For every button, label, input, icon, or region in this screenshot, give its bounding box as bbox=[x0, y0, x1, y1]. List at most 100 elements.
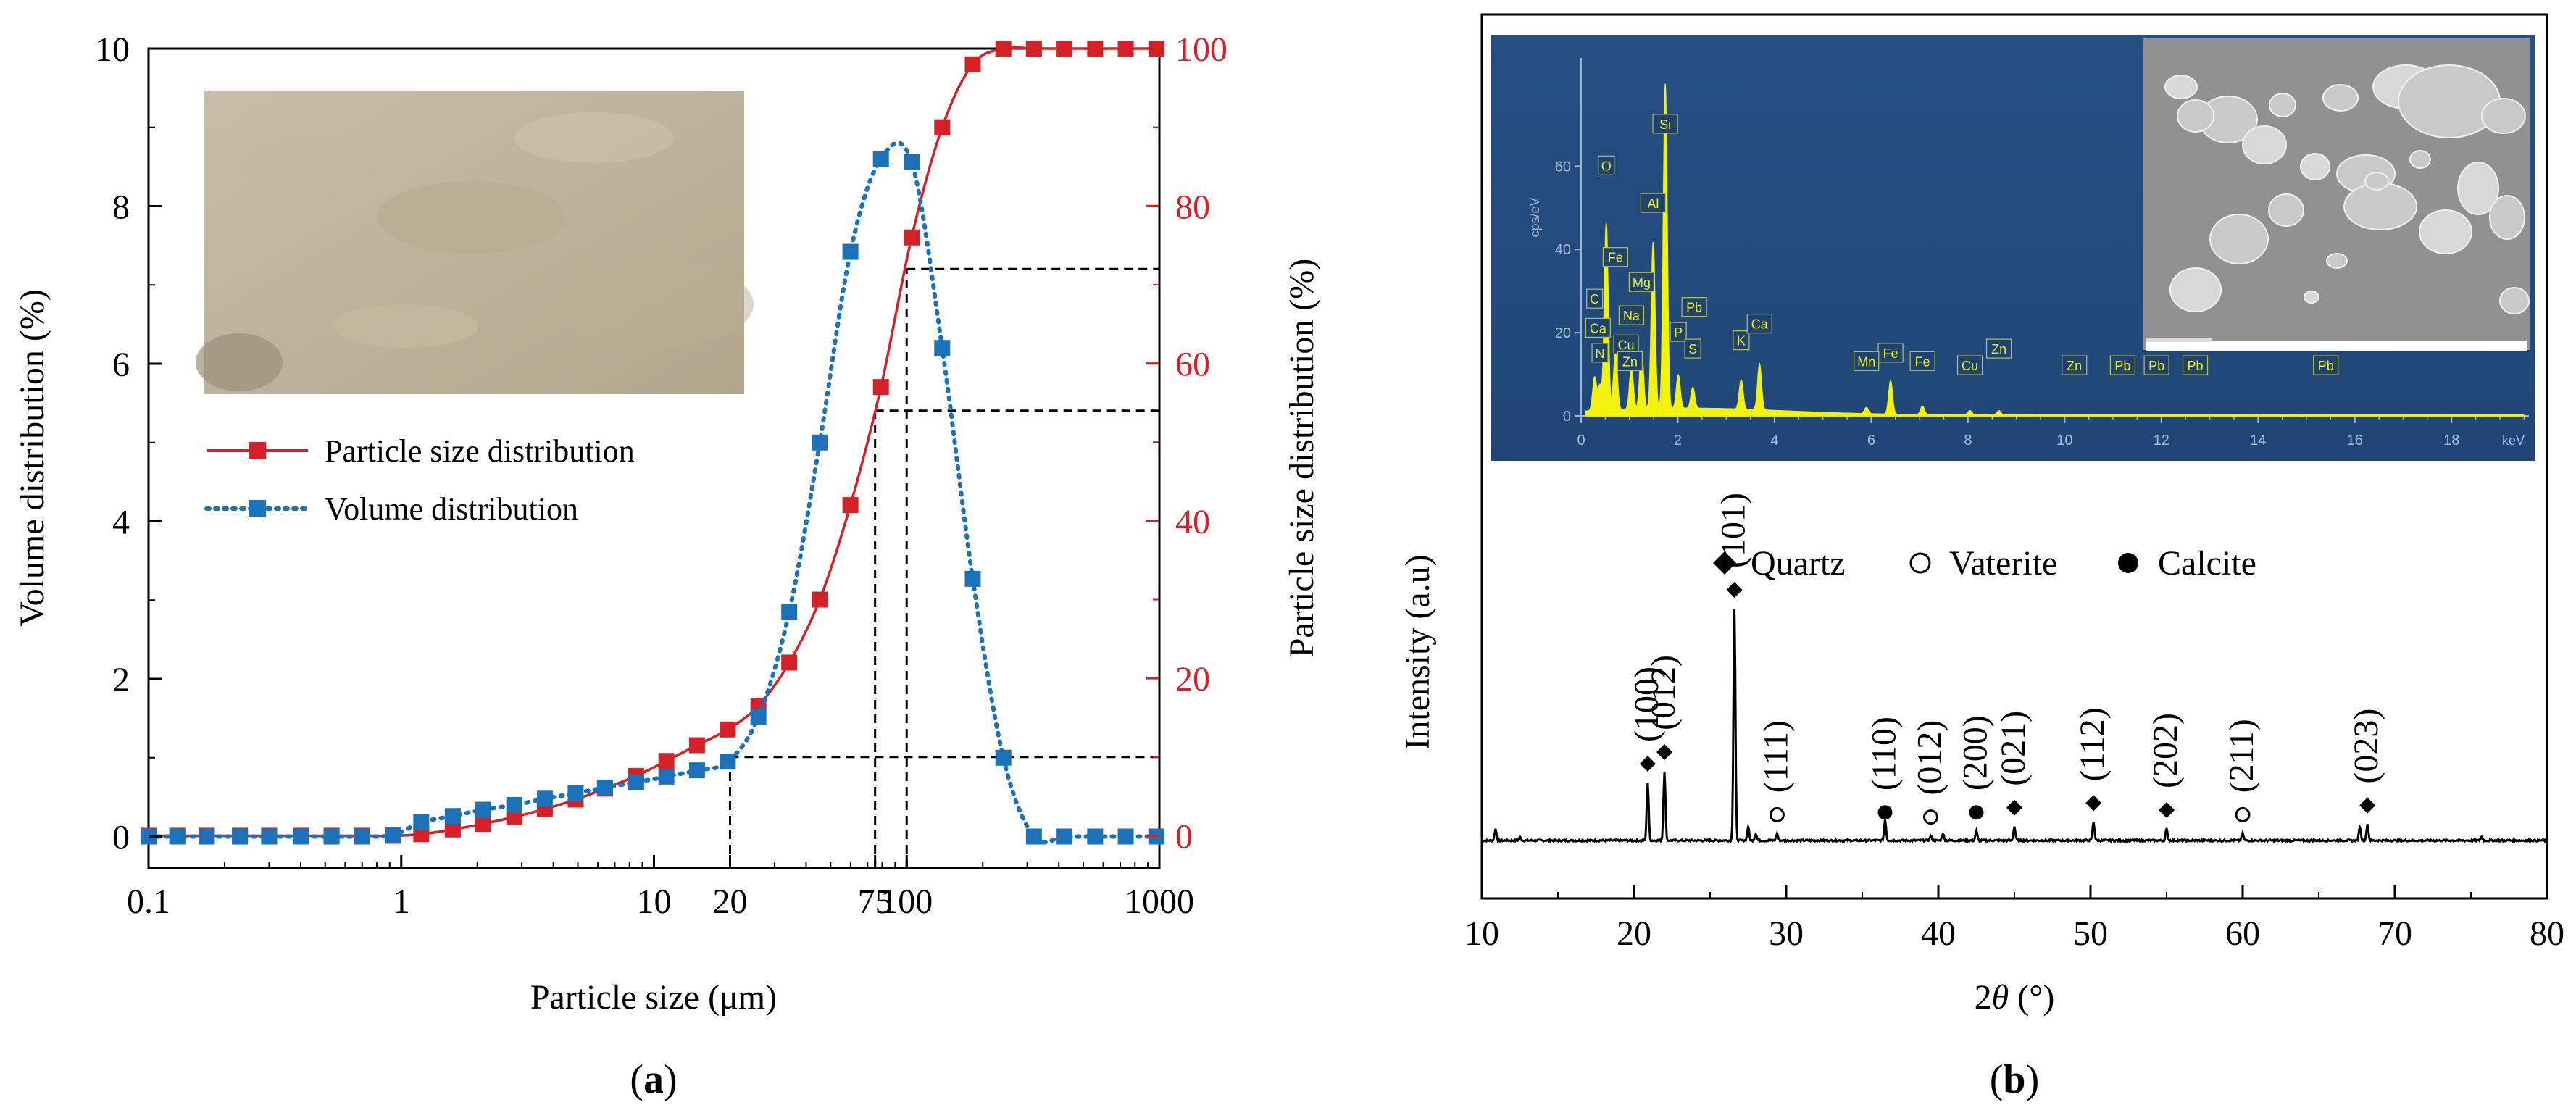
sem-particle bbox=[2398, 64, 2501, 138]
particle-size-point bbox=[444, 821, 461, 838]
peak-index-label: (112) bbox=[2073, 707, 2112, 781]
eds-element-box bbox=[2143, 355, 2169, 375]
quartz-marker bbox=[2006, 799, 2022, 816]
eds-inset: 0 2 4 6 8 10 12 14 16 18 0 20 40 60 Si O Al Fe Mg C Na Ca Cu N… bbox=[1491, 35, 2535, 461]
series-layer bbox=[141, 41, 1164, 845]
quartz-marker bbox=[1656, 744, 1672, 760]
eds-element-box bbox=[1613, 334, 1639, 354]
eds-element-label: N bbox=[1596, 346, 1605, 361]
y-tick-label-left: 10 bbox=[95, 30, 130, 69]
volume-point bbox=[995, 749, 1012, 766]
volume-point bbox=[750, 709, 767, 725]
y-tick-label-right: 0 bbox=[1175, 817, 1193, 856]
particle-size-point bbox=[1056, 41, 1073, 57]
volume-point bbox=[444, 808, 461, 825]
y-tick-label-right: 100 bbox=[1175, 30, 1227, 69]
eds-element-box bbox=[1598, 155, 1615, 175]
sem-particle bbox=[2169, 267, 2222, 312]
eds-x-tick-label: 4 bbox=[1770, 433, 1778, 449]
sem-particle bbox=[2177, 99, 2214, 133]
volume-point bbox=[781, 604, 798, 620]
x-tick-label-a: 1 bbox=[393, 883, 410, 921]
peak-index-label: (012) bbox=[1911, 720, 1949, 796]
eds-x-tick-label: 16 bbox=[2347, 433, 2363, 449]
eds-element-label: S bbox=[1688, 342, 1697, 356]
sem-particle bbox=[2242, 125, 2287, 164]
volume-point bbox=[475, 801, 491, 818]
eds-element-label: Zn bbox=[2067, 359, 2082, 373]
eds-element-box bbox=[2313, 355, 2339, 375]
eds-element-box bbox=[1591, 343, 1609, 363]
volume-point bbox=[1117, 828, 1134, 845]
volume-point bbox=[354, 828, 370, 845]
quartz-marker bbox=[2159, 802, 2175, 818]
reference-lines bbox=[728, 267, 1159, 868]
volume-point bbox=[506, 797, 522, 813]
eds-element-label: O bbox=[1601, 159, 1612, 173]
eds-x-tick-label: 12 bbox=[2154, 433, 2169, 449]
particle-size-point bbox=[995, 41, 1012, 57]
volume-point bbox=[567, 785, 584, 801]
peak-index-label: (200) bbox=[1956, 715, 1995, 790]
peak-index-label: (021) bbox=[1994, 711, 2033, 786]
eds-y-tick-label: 60 bbox=[1555, 159, 1571, 175]
quartz-marker bbox=[2359, 797, 2376, 814]
eds-element-label: Fe bbox=[1608, 251, 1623, 265]
eds-element-box bbox=[1985, 338, 2012, 359]
legend-marker-calcite bbox=[2118, 553, 2138, 573]
eds-x-tick-label: 0 bbox=[1577, 433, 1585, 449]
y-tick-label-right: 80 bbox=[1175, 188, 1210, 226]
x-axis-ticks-b: 10 20 30 40 50 60 70 80 bbox=[1464, 885, 2564, 953]
caption-b-letter: b bbox=[2003, 1057, 2025, 1102]
volume-point bbox=[261, 828, 278, 845]
eds-element-label: Zn bbox=[1622, 354, 1638, 369]
legend-marker-particle-size bbox=[249, 442, 266, 459]
eds-element-box bbox=[1640, 193, 1667, 213]
y-axis-label-b: Intensity (a.u) bbox=[1399, 554, 1437, 749]
panel-b: 0 2 4 6 8 10 12 14 16 18 0 20 40 60 Si O Al Fe Mg C Na Ca Cu N… bbox=[1399, 13, 2564, 1102]
caption-b: (b) bbox=[1990, 1057, 2039, 1102]
eds-element-label: P bbox=[1674, 325, 1683, 340]
legend-label-calcite: Calcite bbox=[2158, 544, 2256, 583]
eds-element-box bbox=[1586, 288, 1604, 309]
sem-particle bbox=[2304, 291, 2319, 304]
legend-marker-quartz bbox=[1713, 551, 1736, 575]
eds-y-tick-label: 40 bbox=[1555, 242, 1571, 258]
calcite-marker bbox=[1969, 805, 1984, 820]
particle-size-point bbox=[872, 379, 889, 396]
eds-element-label: Pb bbox=[2114, 359, 2130, 373]
eds-element-box bbox=[1585, 317, 1611, 338]
eds-element-box bbox=[1618, 305, 1645, 325]
eds-spectrum bbox=[1585, 83, 2525, 417]
eds-x-tick-label: 18 bbox=[2443, 433, 2459, 449]
x-label-theta: θ bbox=[1992, 978, 2009, 1017]
x-axis-label-a: Particle size (μm) bbox=[530, 978, 777, 1017]
volume-point bbox=[628, 774, 644, 790]
eds-element-label: Fe bbox=[1883, 346, 1898, 361]
volume-point bbox=[812, 434, 828, 451]
particle-size-point bbox=[934, 119, 951, 135]
eds-element-box bbox=[2062, 355, 2088, 375]
sem-particle bbox=[2326, 253, 2348, 269]
x-tick-label-a: 10 bbox=[637, 883, 672, 921]
eds-element-label: Zn bbox=[1991, 342, 2006, 356]
eds-x-tick-label: 8 bbox=[1964, 433, 1972, 449]
x-tick-label-a: 75 bbox=[858, 883, 893, 921]
eds-x-unit: keV bbox=[2502, 433, 2525, 448]
vaterite-marker bbox=[2235, 806, 2251, 822]
eds-element-label: K bbox=[1737, 334, 1746, 349]
peak-index-label: (100) bbox=[1627, 667, 1666, 742]
quartz-marker bbox=[1726, 582, 1743, 598]
y-tick-label-left: 4 bbox=[112, 504, 130, 542]
particle-size-point bbox=[688, 737, 705, 754]
volume-point bbox=[1087, 828, 1104, 845]
volume-point bbox=[842, 243, 859, 260]
legend-marker-vaterite bbox=[1909, 552, 1931, 574]
sem-scale-bar bbox=[2146, 341, 2527, 351]
sem-particle bbox=[2209, 214, 2269, 264]
volume-point bbox=[934, 340, 951, 356]
eds-element-box bbox=[2109, 355, 2136, 375]
x-tick-label-b: 70 bbox=[2377, 914, 2412, 953]
